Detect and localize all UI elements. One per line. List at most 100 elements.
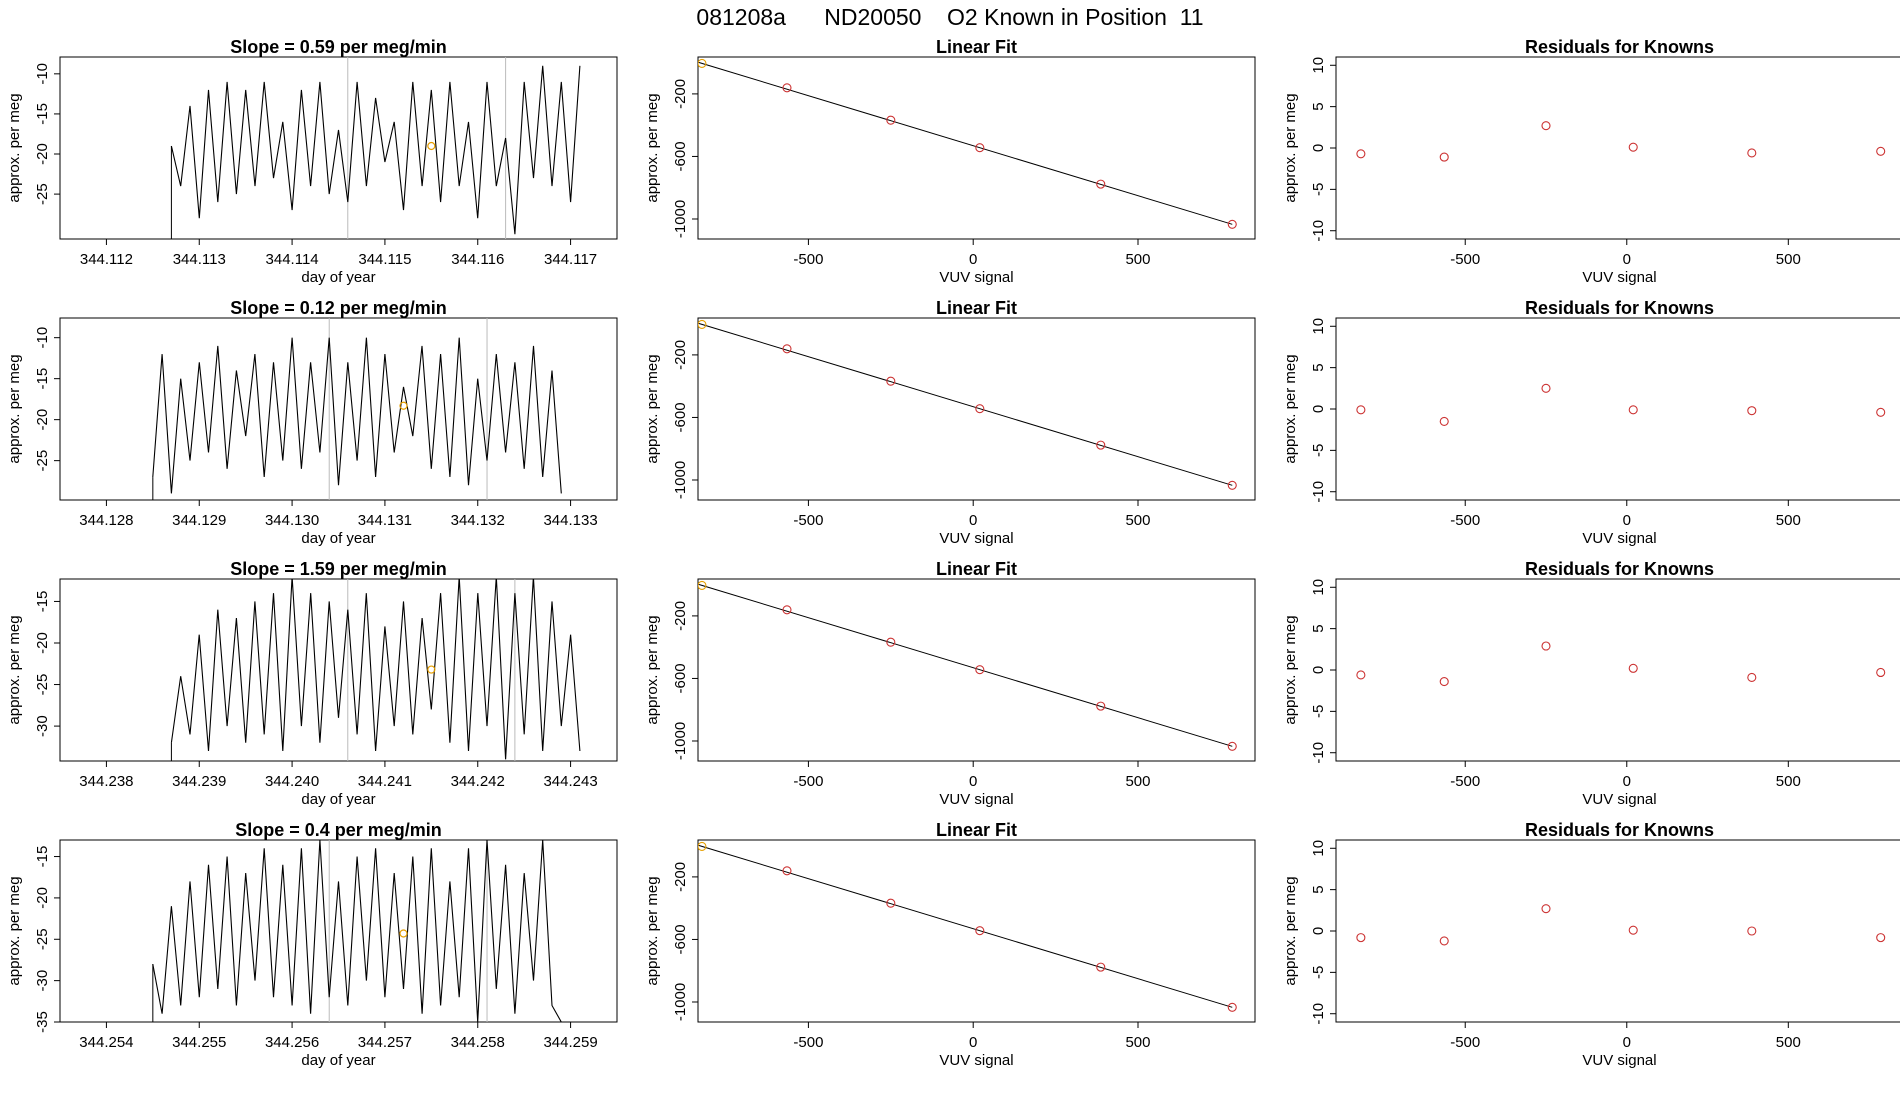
x-axis-label: VUV signal: [1582, 791, 1656, 808]
x-axis-label: day of year: [301, 530, 375, 547]
x-tick-label: 500: [1776, 512, 1801, 529]
highlight-point: [427, 665, 436, 674]
x-tick-label: -500: [1450, 773, 1480, 790]
y-axis-ticks: -200 -600 -1000: [672, 601, 698, 760]
y-tick-label: -5: [1310, 705, 1327, 718]
panel-row3-residuals: Residuals for Knowns -500 0 500 VUV signal 10…: [1282, 559, 1900, 808]
y-tick-label: -10: [1310, 742, 1327, 764]
plot-frame: [697, 56, 1256, 240]
x-tick-label: 344.129: [172, 512, 226, 529]
plot-frame: [59, 56, 618, 240]
data-point: [1096, 179, 1106, 189]
x-tick-label: -500: [1450, 251, 1480, 268]
x-tick-label: 500: [1125, 773, 1150, 790]
x-axis-ticks: -500 0 500: [793, 500, 1151, 529]
panel-row2-residuals: Residuals for Knowns -500 0 500 VUV signal 10…: [1282, 298, 1900, 547]
series-line: [170, 65, 581, 235]
fit-line: [698, 61, 1233, 225]
highlight-point: [399, 929, 408, 938]
x-tick-label: 344.243: [543, 773, 597, 790]
x-tick-label: 500: [1125, 512, 1150, 529]
data-point: [698, 580, 707, 590]
data-point: [1439, 936, 1449, 946]
x-tick-label: 0: [969, 512, 977, 529]
x-tick-label: 344.132: [451, 512, 505, 529]
x-tick-label: 344.113: [173, 251, 226, 268]
x-axis-label: VUV signal: [939, 791, 1013, 808]
x-tick-label: 0: [1623, 1034, 1631, 1051]
data-point: [1227, 219, 1237, 229]
x-tick-label: 0: [1623, 251, 1631, 268]
y-tick-label: -25: [34, 674, 51, 696]
data-point: [1747, 926, 1757, 936]
x-axis-label: VUV signal: [939, 1052, 1013, 1069]
x-axis-label: day of year: [301, 269, 375, 286]
x-axis-ticks: -500 0 500: [1450, 761, 1801, 790]
data-layer: [698, 580, 1237, 751]
x-tick-label: -500: [1450, 512, 1480, 529]
x-tick-label: 344.116: [451, 251, 504, 268]
data-layer: [1356, 641, 1886, 687]
y-tick-label: -600: [672, 663, 689, 693]
fit-line: [698, 844, 1233, 1008]
data-point: [1628, 663, 1638, 673]
y-tick-label: -600: [672, 141, 689, 171]
x-tick-label: 344.114: [266, 251, 319, 268]
x-tick-label: -500: [793, 512, 823, 529]
y-tick-label: -5: [1310, 966, 1327, 979]
y-tick-label: 0: [1310, 927, 1327, 935]
x-axis-label: VUV signal: [939, 269, 1013, 286]
x-tick-label: 344.242: [451, 773, 505, 790]
panel-title: Linear Fit: [936, 37, 1017, 57]
y-tick-label: -200: [672, 862, 689, 892]
y-axis-ticks: -15 -20 -25 -30 -35: [34, 846, 60, 1033]
data-point: [1541, 121, 1551, 131]
plot-frame: [59, 317, 618, 501]
data-point: [886, 898, 896, 908]
y-tick-label: -1000: [672, 200, 689, 238]
x-axis-ticks: -500 0 500: [793, 1022, 1151, 1051]
plot-frame: [59, 578, 618, 762]
y-axis-ticks: -10 -15 -20 -25: [34, 63, 60, 205]
y-axis-label: approx. per meg: [644, 354, 661, 463]
x-tick-label: 344.259: [543, 1034, 597, 1051]
data-layer: [1356, 383, 1886, 426]
x-tick-label: 344.258: [451, 1034, 505, 1051]
y-axis-label: approx. per meg: [644, 615, 661, 724]
panel-row3-linear-fit: Linear Fit -500 0 500 VUV signal -200 -600 -100…: [644, 559, 1256, 808]
y-tick-label: -200: [672, 79, 689, 109]
x-axis-ticks: 344.128 344.129 344.130 344.131 344.132 344.1…: [79, 500, 598, 529]
panel-row2-linear-fit: Linear Fit -500 0 500 VUV signal -200 -600 -100…: [644, 298, 1256, 547]
data-point: [1541, 904, 1551, 914]
y-axis-label: approx. per meg: [1282, 876, 1299, 985]
x-tick-label: 344.117: [544, 251, 597, 268]
plot-frame: [1335, 56, 1900, 240]
x-tick-label: 344.257: [358, 1034, 412, 1051]
data-layer: [1356, 904, 1886, 946]
y-tick-label: -20: [34, 632, 51, 654]
data-point: [975, 665, 985, 675]
x-tick-label: 500: [1776, 773, 1801, 790]
y-tick-label: -10: [1310, 220, 1327, 242]
series-line: [170, 579, 581, 760]
y-axis-label: approx. per meg: [6, 93, 23, 202]
y-tick-label: -5: [1310, 444, 1327, 457]
x-tick-label: 344.128: [79, 512, 133, 529]
x-tick-label: 344.238: [79, 773, 133, 790]
panel-title: Residuals for Knowns: [1525, 820, 1714, 840]
x-axis-label: VUV signal: [1582, 269, 1656, 286]
x-tick-label: 500: [1125, 1034, 1150, 1051]
data-layer: [698, 841, 1237, 1012]
x-tick-label: 500: [1776, 251, 1801, 268]
data-point: [975, 404, 985, 414]
panel-row1-residuals: Residuals for Knowns -500 0 500 VUV signal 10…: [1282, 37, 1900, 286]
y-tick-label: -20: [34, 887, 51, 909]
series-line: [152, 337, 562, 494]
data-point: [1628, 142, 1638, 152]
y-axis-ticks: -10 -15 -20 -25: [34, 327, 60, 471]
y-tick-label: 5: [1310, 102, 1327, 110]
x-axis-ticks: -500 0 500: [1450, 1022, 1801, 1051]
data-point: [1876, 407, 1886, 417]
